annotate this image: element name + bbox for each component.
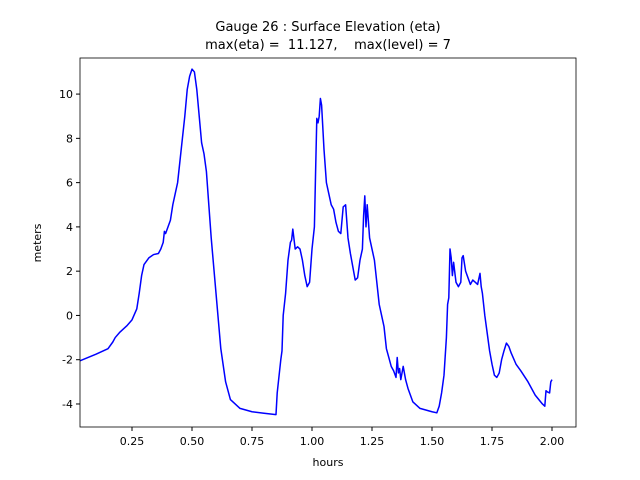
y-axis-label: meters (31, 223, 44, 262)
x-tick-label: 0.25 (120, 435, 145, 448)
y-tick-label: 6 (66, 177, 73, 190)
chart-subtitle: max(eta) = 11.127, max(level) = 7 (205, 38, 451, 53)
chart-title: Gauge 26 : Surface Elevation (eta) (215, 20, 440, 35)
plot-frame (79, 57, 577, 428)
data-line (80, 68, 553, 416)
y-tick-label: 4 (66, 221, 73, 234)
y-tick-label: 0 (66, 309, 73, 322)
x-tick-label: 2.00 (540, 435, 565, 448)
x-tick-label: 1.75 (480, 435, 505, 448)
x-tick-label: 0.75 (240, 435, 265, 448)
y-tick-label: -4 (62, 398, 73, 411)
x-tick-label: 1.25 (360, 435, 385, 448)
y-tick-label: 2 (66, 265, 73, 278)
x-tick-label: 1.00 (300, 435, 325, 448)
x-axis-label: hours (313, 456, 344, 469)
x-tick-label: 0.50 (180, 435, 205, 448)
y-tick-label: 8 (66, 132, 73, 145)
x-tick-label: 1.50 (420, 435, 445, 448)
y-tick-label: 10 (59, 88, 73, 101)
y-tick-label: -2 (62, 354, 73, 367)
